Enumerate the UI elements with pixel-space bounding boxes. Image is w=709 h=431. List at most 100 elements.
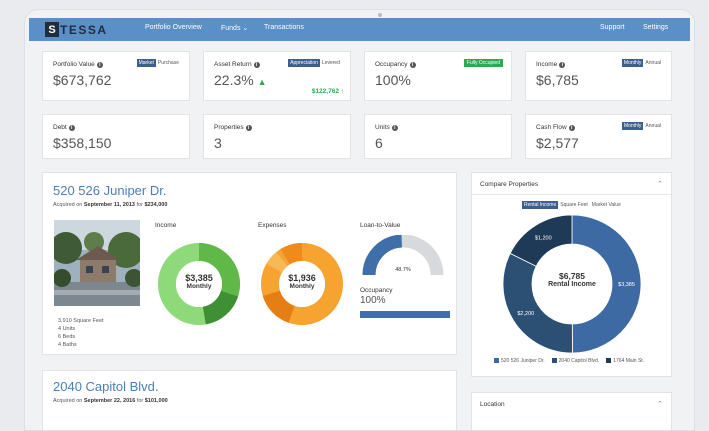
compare-center-amount: $6,785 (559, 271, 585, 281)
chevron-up-icon[interactable]: ⌃ (657, 401, 663, 408)
debt-label-text: Debt (53, 124, 67, 131)
tab-square-feet[interactable]: Square Feet (560, 202, 588, 208)
top-nav: S TESSA Portfolio Overview Funds ⌄ Trans… (29, 18, 690, 41)
occupancy-percent: 100% (360, 295, 386, 306)
property-photo[interactable] (54, 220, 140, 306)
info-icon[interactable]: i (409, 61, 416, 68)
property-title[interactable]: 520 526 Juniper Dr. (53, 183, 167, 198)
logo-word: TESSA (60, 22, 108, 37)
income-label: Income i (536, 61, 566, 68)
nav-funds-label: Funds (221, 25, 241, 32)
cash-flow-label: Cash Flow i (536, 124, 575, 131)
tab-rental-income[interactable]: Rental Income (522, 201, 559, 209)
toggle-purchase[interactable]: Purchase (157, 60, 179, 66)
camera-dot (378, 13, 382, 17)
nav-portfolio-overview[interactable]: Portfolio Overview (145, 24, 202, 31)
baths-count: 4 Baths (58, 342, 77, 348)
compare-donut-center: $6,785 Rental Income (527, 271, 617, 288)
location-panel: Location ⌃ (471, 392, 672, 430)
portfolio-value-label: Portfolio Value i (53, 61, 103, 68)
income-toggle: Monthly Annual (621, 59, 663, 67)
info-icon[interactable]: i (68, 124, 75, 131)
occupancy-chart-title: Occupancy (360, 287, 393, 294)
chevron-down-icon: ⌄ (242, 25, 249, 32)
nav-settings[interactable]: Settings (643, 24, 669, 31)
info-icon[interactable]: i (96, 61, 103, 68)
square-feet: 3,910 Square Feet (58, 318, 104, 324)
compare-donut-chart[interactable]: $3,385 $2,200 $1,200 (501, 213, 643, 355)
cash-flow-label-text: Cash Flow (536, 124, 567, 131)
acquired-mid: for (136, 202, 143, 208)
expenses-chart-title: Expenses (258, 222, 287, 229)
legend-item[interactable]: 1764 Main St. (606, 358, 644, 364)
units-count: 4 Units (58, 326, 76, 332)
acquired-info: Acquired on September 22, 2016 for $101,… (53, 398, 168, 404)
stessa-logo[interactable]: S TESSA (45, 21, 108, 38)
info-icon[interactable]: i (253, 61, 260, 68)
nav-transactions[interactable]: Transactions (264, 24, 304, 31)
toggle-levered[interactable]: Levered (321, 60, 340, 66)
ltv-gauge[interactable] (360, 235, 446, 279)
legend-item[interactable]: 2040 Capitol Blvd. (551, 358, 600, 364)
pie-slice[interactable] (509, 214, 573, 267)
logo-mark: S (45, 22, 59, 37)
compare-title: Compare Properties (480, 181, 539, 188)
toggle-appreciation[interactable]: Appreciation (288, 59, 320, 67)
units-value: 6 (375, 135, 383, 151)
property-title[interactable]: 2040 Capitol Blvd. (53, 379, 159, 394)
asset-return-value: 22.3% ▲ (214, 72, 267, 88)
info-icon[interactable]: i (568, 124, 575, 131)
income-donut[interactable] (156, 241, 242, 327)
units-label: Units i (375, 124, 398, 131)
ltv-value: 48.7% (395, 267, 411, 273)
expenses-donut[interactable] (259, 241, 345, 327)
cash-flow-card: Cash Flow i Monthly Annual $2,577 (525, 114, 672, 159)
toggle-monthly[interactable]: Monthly (621, 59, 644, 67)
toggle-monthly[interactable]: Monthly (621, 122, 644, 130)
acquired-price: $101,000 (144, 398, 168, 404)
pie-slice[interactable] (571, 214, 642, 354)
units-label-text: Units (375, 124, 390, 131)
chevron-up-icon[interactable]: ⌃ (657, 181, 663, 188)
properties-label: Properties i (214, 124, 252, 131)
asset-return-toggle: Appreciation Levered (288, 59, 342, 67)
income-chart-title: Income (155, 222, 177, 229)
asset-return-number: 22.3% (214, 72, 254, 88)
portfolio-value: $673,762 (53, 72, 112, 88)
compare-properties-panel: Compare Properties ⌃ Rental Income Squar… (471, 172, 672, 377)
cash-flow-toggle: Monthly Annual (621, 122, 663, 130)
acquired-mid: for (136, 398, 144, 404)
properties-card: Properties i 3 (203, 114, 351, 159)
properties-value: 3 (214, 135, 222, 151)
occupancy-value: 100% (375, 72, 411, 88)
compare-legend: 520 526 Juniper Dr. 2040 Capitol Blvd. 1… (494, 358, 644, 364)
nav-support[interactable]: Support (600, 24, 625, 31)
info-icon[interactable]: i (245, 124, 252, 131)
nav-funds[interactable]: Funds ⌄ (221, 24, 248, 32)
legend-swatch (606, 358, 612, 363)
asset-return-label-text: Asset Return (214, 61, 252, 68)
occupancy-label-text: Occupancy (375, 61, 408, 68)
acquired-date: September 11, 2013 (83, 202, 135, 208)
ltv-chart-title: Loan-to-Value (360, 222, 401, 229)
income-value: $6,785 (536, 72, 579, 88)
asset-return-label: Asset Return i (214, 61, 260, 68)
info-icon[interactable]: i (391, 124, 398, 131)
legend-item[interactable]: 520 526 Juniper Dr. (494, 358, 545, 364)
arrow-up-icon: ▲ (257, 77, 267, 87)
expenses-period: Monthly (289, 283, 315, 290)
acquired-prefix: Acquired on (53, 202, 83, 208)
expenses-amount: $1,936 (288, 273, 316, 283)
portfolio-value-toggle: Market Purchase (136, 59, 181, 67)
divider (472, 194, 671, 195)
toggle-annual[interactable]: Annual (645, 123, 661, 129)
tab-market-value[interactable]: Market Value (591, 202, 621, 208)
legend-label: 2040 Capitol Blvd. (558, 358, 600, 364)
debt-card: Debt i $358,150 (42, 114, 190, 159)
slice-label: $2,200 (517, 311, 534, 317)
info-icon[interactable]: i (559, 61, 566, 68)
slice-label: $3,385 (618, 282, 635, 288)
pie-slice[interactable] (502, 252, 573, 354)
toggle-annual[interactable]: Annual (645, 60, 661, 66)
toggle-market[interactable]: Market (136, 59, 156, 67)
